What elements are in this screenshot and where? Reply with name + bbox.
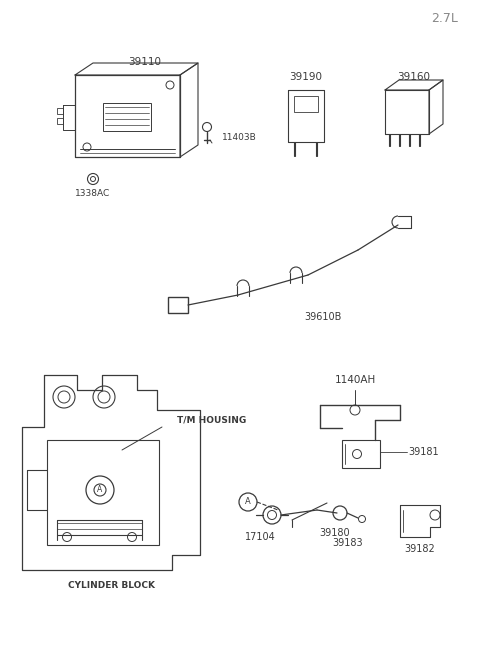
Text: A: A [97,485,103,495]
Circle shape [94,484,106,496]
Text: 39110: 39110 [129,57,161,67]
Circle shape [263,506,281,524]
Text: 39182: 39182 [405,544,435,554]
Circle shape [83,143,91,151]
Circle shape [128,533,136,542]
Circle shape [87,174,98,185]
Circle shape [203,122,212,132]
Bar [342,440,380,468]
Circle shape [166,81,174,89]
Circle shape [86,476,114,504]
Circle shape [359,515,365,523]
Text: 39160: 39160 [397,72,431,82]
Text: T/M HOUSING: T/M HOUSING [177,415,246,424]
Circle shape [352,449,361,458]
Circle shape [93,386,115,408]
Circle shape [62,533,72,542]
Circle shape [58,391,70,403]
Bar [57,108,63,114]
Circle shape [98,391,110,403]
Text: CYLINDER BLOCK: CYLINDER BLOCK [68,582,155,591]
Text: 11403B: 11403B [222,132,257,141]
Text: 39180: 39180 [320,528,350,538]
Circle shape [239,493,257,511]
Circle shape [430,510,440,520]
Circle shape [53,386,75,408]
Circle shape [267,510,276,519]
Bar [294,96,318,112]
Text: A: A [245,498,251,506]
Bar [47,440,159,545]
Bar [103,103,151,131]
Text: 39190: 39190 [289,72,323,82]
Text: 1140AH: 1140AH [335,375,376,385]
Text: 1338AC: 1338AC [75,189,110,198]
Bar [57,118,63,124]
Text: 39610B: 39610B [304,312,342,322]
Text: 39183: 39183 [333,538,363,548]
Circle shape [333,506,347,520]
Bar [168,297,188,313]
Text: 39181: 39181 [408,447,439,457]
Circle shape [350,405,360,415]
Text: 2.7L: 2.7L [432,12,458,24]
Text: 17104: 17104 [245,532,276,542]
Circle shape [91,176,96,181]
